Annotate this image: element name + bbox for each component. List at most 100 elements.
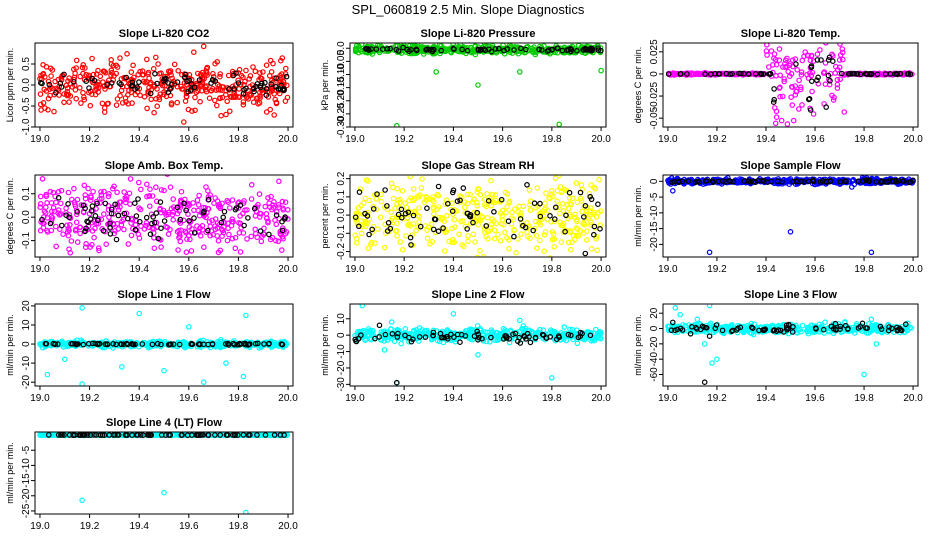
data-point [194, 197, 201, 203]
data-point [825, 57, 832, 63]
data-point [407, 234, 414, 241]
data-point [790, 17, 794, 21]
data-point [200, 210, 207, 216]
data-point [826, 54, 833, 61]
data-point [588, 205, 594, 211]
data-point [177, 238, 184, 245]
y-tick-label: 0.1 [21, 186, 32, 200]
data-point [506, 237, 512, 243]
data-point [747, 179, 754, 185]
x-tick-label: 19.8 [229, 393, 249, 404]
y-tick-label: -0.025 [649, 81, 660, 110]
data-point [838, 70, 845, 77]
data-point [562, 228, 568, 235]
data-point [702, 324, 709, 331]
y-tick-label: -5 [649, 192, 660, 201]
data-point [95, 245, 102, 251]
data-point [418, 185, 425, 191]
data-point [168, 341, 174, 348]
data-point [665, 71, 672, 77]
data-point [113, 62, 120, 69]
data-point [822, 60, 829, 66]
y-tick-label: 0.0 [336, 41, 347, 55]
data-point [110, 62, 117, 69]
data-point [267, 106, 274, 113]
data-point [551, 244, 558, 250]
data-point [548, 219, 555, 225]
data-point [255, 201, 261, 208]
outlier-point [381, 347, 388, 353]
data-point [841, 109, 848, 115]
x-tick-label: 19.6 [493, 264, 513, 275]
outlier-point [516, 69, 523, 75]
data-point [580, 230, 587, 236]
y-tick-label: 0.0 [21, 78, 32, 92]
data-point [587, 332, 594, 339]
data-point [402, 325, 409, 332]
data-point [722, 179, 729, 185]
data-point [279, 198, 286, 205]
data-point [230, 94, 237, 101]
data-point [121, 226, 127, 233]
data-point [96, 84, 102, 91]
outlier-point [714, 356, 720, 363]
data-point [878, 178, 885, 184]
data-point [73, 65, 80, 71]
data-point [147, 90, 154, 97]
data-point [244, 207, 250, 213]
data-point [189, 226, 195, 232]
outlier-point [706, 304, 713, 309]
data-point [195, 70, 201, 77]
outlier-point [42, 105, 48, 111]
data-point [219, 200, 225, 207]
data-point [212, 97, 218, 104]
data-point [745, 71, 752, 77]
data-point [771, 86, 777, 92]
data-point [548, 191, 555, 197]
data-point [479, 335, 485, 342]
data-point [154, 103, 161, 110]
data-point [671, 72, 678, 78]
outlier-point [223, 360, 229, 366]
data-point [183, 249, 190, 256]
data-point [395, 197, 401, 203]
data-point [227, 205, 233, 211]
data-point [355, 223, 362, 230]
data-point [276, 178, 282, 185]
data-point [398, 206, 405, 213]
data-point [144, 105, 150, 112]
data-point [807, 57, 814, 64]
data-point [49, 67, 56, 73]
data-point [520, 222, 526, 229]
data-point [93, 206, 99, 212]
data-point [782, 128, 786, 132]
data-point [169, 212, 176, 218]
data-point [390, 195, 397, 202]
data-point [204, 72, 210, 79]
data-point [217, 71, 224, 77]
data-point [517, 340, 524, 346]
panel-title: Slope Line 2 Flow [432, 289, 525, 301]
data-point [774, 178, 781, 185]
data-point [563, 212, 569, 219]
data-point [518, 210, 524, 216]
data-point [511, 47, 517, 53]
data-point [104, 341, 110, 347]
data-point [464, 200, 471, 207]
data-point [498, 196, 505, 203]
data-point [782, 57, 789, 64]
data-point [543, 190, 549, 196]
data-point [237, 249, 244, 255]
data-point [251, 205, 258, 212]
data-point [503, 209, 509, 216]
y-tick-label: -0.05 [649, 106, 660, 129]
data-point [189, 108, 195, 114]
data-points [665, 304, 915, 386]
data-point [469, 199, 476, 205]
x-tick-label: 20.0 [591, 134, 611, 145]
data-point [416, 219, 422, 225]
data-point [572, 214, 578, 221]
data-point [886, 178, 893, 184]
data-point [430, 46, 437, 53]
data-point [426, 224, 433, 231]
